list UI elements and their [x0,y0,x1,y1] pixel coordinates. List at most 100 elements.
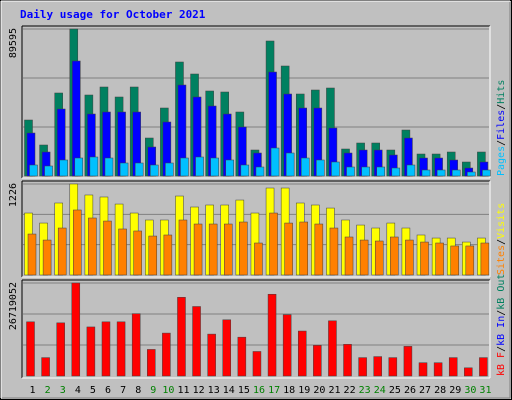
bar [285,152,295,177]
legend-entry: kB F [496,352,507,376]
bar [284,222,293,276]
bar [59,159,68,177]
bar [162,332,171,377]
legend-separator: / [496,346,507,352]
bar [29,164,38,177]
bar [391,167,401,177]
bar [465,245,475,276]
legend-entry: Files [496,110,507,140]
bar [331,161,340,177]
bar [41,357,50,377]
x-tick-label: 2 [45,385,51,396]
bar [104,157,114,177]
bar [148,235,158,276]
bar [420,241,429,276]
bar [133,230,142,276]
bar [192,306,201,377]
bar [56,322,65,377]
bar [464,367,473,377]
bar [390,236,399,276]
bar [376,166,385,177]
x-tick-label: 31 [479,385,491,396]
x-tick-label: 17 [268,385,280,396]
bar [195,156,204,177]
bar [252,351,262,377]
bar [374,240,384,276]
bar [314,223,324,276]
bar [313,345,322,377]
y-tick-label: 1226 [8,183,19,207]
bar [207,333,216,377]
bar [27,233,37,276]
legend: Sites/Visits [496,203,507,275]
legend-entry: Pages [496,146,507,176]
bar [316,159,325,177]
bar [448,357,458,377]
bar [359,239,369,276]
bar [208,223,218,276]
x-tick-label: 12 [193,385,205,396]
x-tick-label: 3 [60,385,66,396]
bar [165,162,174,177]
bar [239,221,248,276]
bar [44,165,53,177]
bar [300,157,310,177]
bar [255,166,265,177]
bar [210,157,219,177]
bar [450,245,459,276]
bar [150,164,159,177]
bar [147,349,156,377]
bar [329,227,339,276]
bar [451,169,461,177]
x-tick-label: 21 [328,385,340,396]
x-tick-label: 14 [223,385,235,396]
bar [361,166,370,177]
legend: Pages/Files/Hits [496,80,507,176]
x-tick-label: 16 [253,385,265,396]
legend: kB F/kB In/kB Out [496,274,507,376]
legend-separator: / [496,310,507,316]
x-tick-label: 23 [359,385,371,396]
bar [358,357,367,377]
bar [418,362,428,377]
bar [101,321,111,377]
x-tick-label: 29 [449,385,461,396]
bar [118,228,127,276]
bar [222,319,232,377]
x-tick-label: 6 [105,385,111,396]
x-tick-label: 30 [464,385,476,396]
bar [482,169,491,177]
bar [26,321,35,377]
bar [267,293,277,377]
bar [134,162,144,177]
bar [254,242,263,276]
bar [405,239,414,276]
bar [403,346,413,377]
bar [178,219,188,276]
x-tick-label: 15 [238,385,250,396]
bar [193,223,203,276]
chart-title: Daily usage for October 2021 [20,8,206,21]
bar [328,320,337,377]
legend-separator: / [496,239,507,245]
bar [270,147,280,177]
x-tick-label: 25 [389,385,401,396]
bar [42,239,52,276]
bar [163,234,173,276]
y-tick-label: 26719052 [8,282,19,330]
bar [131,313,141,377]
x-tick-label: 9 [150,385,156,396]
bar [433,362,443,377]
x-tick-label: 22 [344,385,356,396]
bar [71,282,81,377]
x-tick-label: 20 [313,385,325,396]
bar [269,212,278,276]
legend-entry: Hits [496,80,507,104]
bar [479,357,488,377]
bar [86,326,96,377]
x-tick-label: 24 [374,385,386,396]
legend-entry: Sites [496,245,507,275]
x-tick-label: 26 [404,385,416,396]
y-tick-label: 89595 [8,28,19,58]
